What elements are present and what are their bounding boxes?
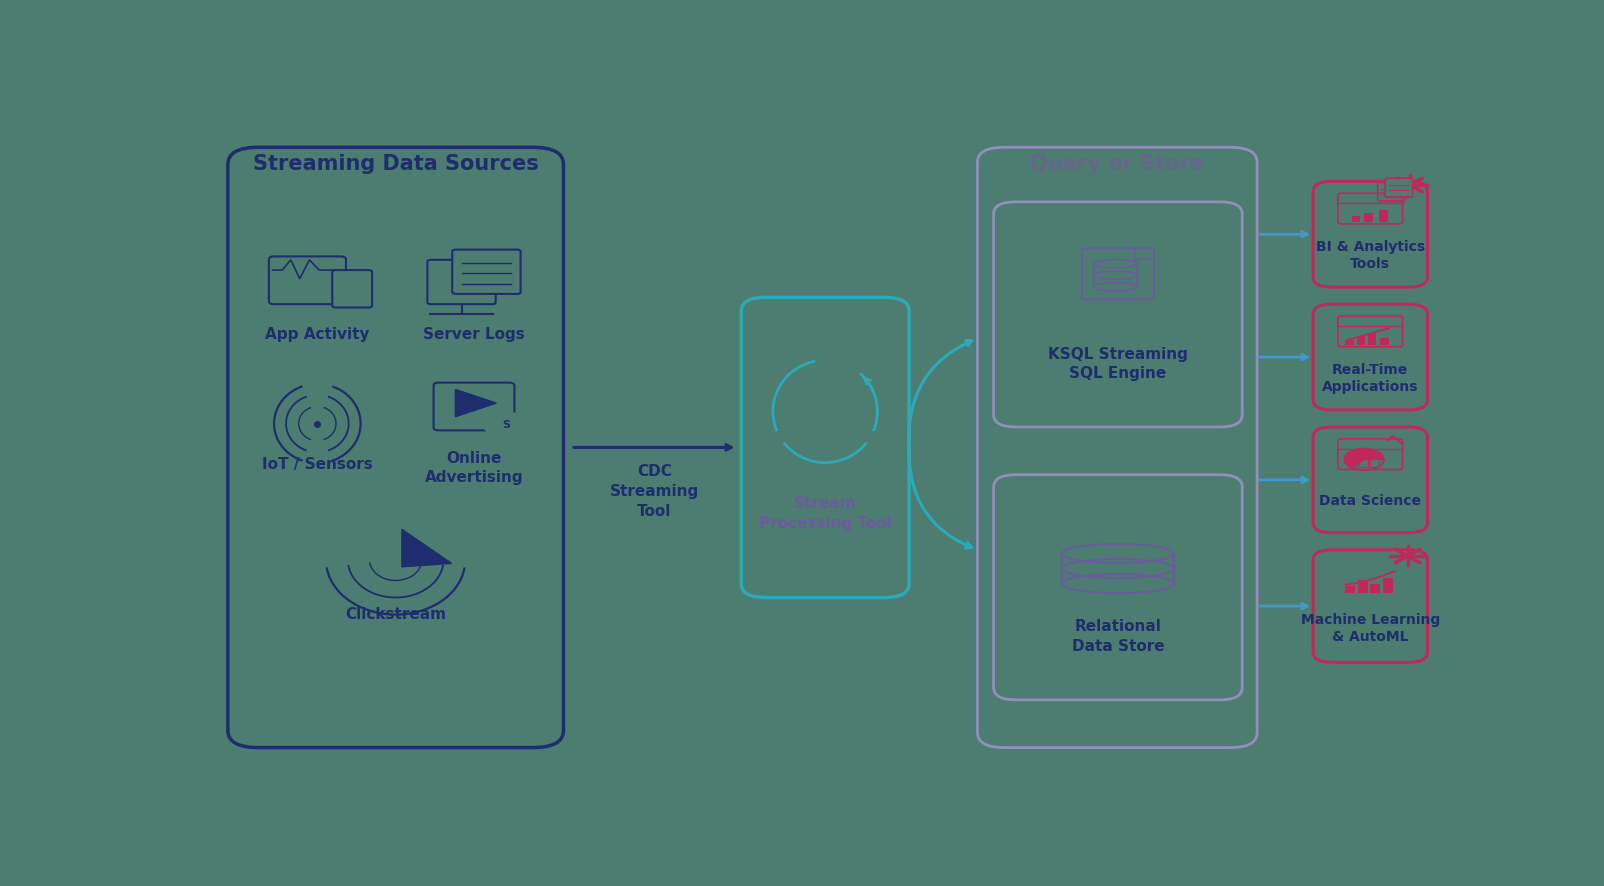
FancyBboxPatch shape (1379, 338, 1389, 345)
Text: Server Logs: Server Logs (423, 327, 525, 342)
Circle shape (772, 432, 789, 442)
Text: Streaming Data Sources: Streaming Data Sources (253, 154, 539, 175)
Wedge shape (1344, 448, 1384, 468)
Circle shape (816, 355, 834, 365)
Text: CDC
Streaming
Tool: CDC Streaming Tool (610, 464, 699, 519)
FancyBboxPatch shape (1357, 337, 1365, 345)
Text: IoT / Sensors: IoT / Sensors (261, 457, 372, 472)
FancyBboxPatch shape (1352, 216, 1360, 222)
FancyBboxPatch shape (1379, 210, 1387, 222)
FancyBboxPatch shape (1386, 178, 1413, 198)
Text: Relational
Data Store: Relational Data Store (1071, 619, 1165, 654)
Text: App Activity: App Activity (265, 327, 369, 342)
Text: Online
Advertising: Online Advertising (425, 451, 523, 485)
Text: KSQL Streaming
SQL Engine: KSQL Streaming SQL Engine (1047, 346, 1189, 381)
Text: Data Science: Data Science (1318, 494, 1421, 508)
Text: Machine Learning
& AutoML: Machine Learning & AutoML (1301, 613, 1440, 644)
FancyBboxPatch shape (1383, 578, 1392, 593)
FancyBboxPatch shape (1368, 333, 1376, 345)
FancyBboxPatch shape (1346, 340, 1354, 345)
Text: S: S (502, 420, 510, 430)
FancyBboxPatch shape (1359, 580, 1368, 593)
Text: Real-Time
Applications: Real-Time Applications (1322, 362, 1418, 394)
Polygon shape (456, 390, 496, 416)
FancyBboxPatch shape (1370, 584, 1379, 593)
Text: BI & Analytics
Tools: BI & Analytics Tools (1315, 240, 1424, 271)
Text: Stream
Processing Tool: Stream Processing Tool (759, 496, 892, 531)
FancyBboxPatch shape (1363, 213, 1373, 222)
FancyBboxPatch shape (1346, 586, 1355, 593)
Circle shape (861, 432, 879, 442)
FancyBboxPatch shape (452, 250, 521, 294)
FancyBboxPatch shape (332, 270, 372, 307)
Circle shape (1399, 551, 1416, 561)
Circle shape (1402, 180, 1420, 190)
Polygon shape (403, 529, 452, 567)
Text: Clickstream: Clickstream (345, 607, 446, 622)
Circle shape (484, 413, 529, 437)
Text: Query or Store: Query or Store (1030, 154, 1205, 175)
